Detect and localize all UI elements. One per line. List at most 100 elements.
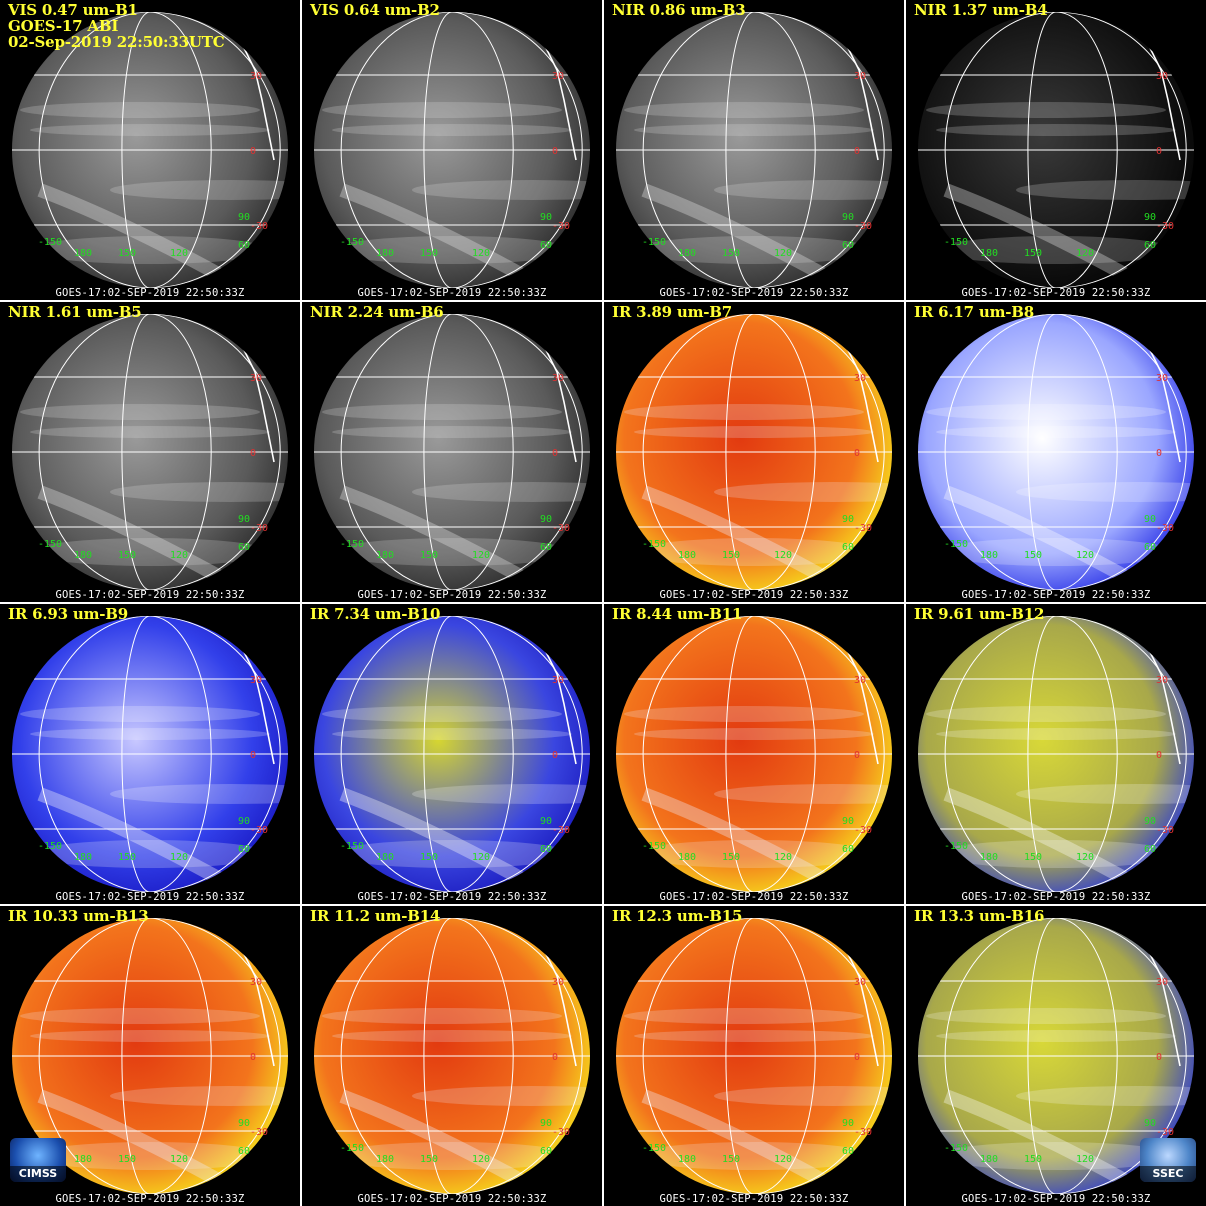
band-panel: 30 0 -30 -150 180 150 120 60 90 IR 7.34 um-B10 GOE…: [302, 604, 602, 904]
longitude-line: [753, 12, 816, 288]
longitude-line: [753, 616, 885, 892]
longitude-label: 60: [238, 542, 250, 553]
longitude-label: 180: [376, 1154, 394, 1165]
band-label: NIR 1.61 um-B5: [8, 303, 142, 321]
cloud-band: [1016, 784, 1194, 804]
longitude-label: 120: [472, 550, 490, 561]
cloud-band: [714, 784, 892, 804]
longitude-line: [340, 918, 453, 1194]
cloud-band: [624, 102, 864, 118]
cloud-band: [936, 728, 1176, 740]
timestamp: GOES-17:02-SEP-2019 22:50:33Z: [961, 1193, 1151, 1205]
cloud-band: [634, 538, 874, 566]
longitude-label: 150: [420, 550, 438, 561]
longitude-line: [1027, 314, 1057, 590]
cloud-band: [37, 485, 224, 584]
cloud-band: [37, 1089, 224, 1188]
band-label: IR 3.89 um-B7: [612, 303, 732, 321]
longitude-label: 60: [842, 240, 854, 251]
latitude-label: 0: [854, 1052, 860, 1063]
longitude-line: [725, 314, 755, 590]
longitude-line: [642, 314, 755, 590]
cloud-band: [412, 1086, 590, 1106]
band-label: IR 13.3 um-B16: [914, 907, 1045, 925]
globe-image: 30 0 -30 -150 180 150 120 60 90: [616, 12, 892, 288]
cloud-band: [322, 706, 562, 722]
band-panel: 30 0 -30 -150 180 150 120 60 90 IR 12.3 um-B15 GOE…: [604, 906, 904, 1206]
latitude-label: 0: [1156, 146, 1162, 157]
longitude-line: [1055, 918, 1187, 1194]
globe-image: 30 0 -30 -150 180 150 120 60 90: [12, 12, 288, 288]
longitude-line: [451, 616, 583, 892]
cloud-band: [37, 183, 224, 282]
longitude-line: [38, 12, 151, 288]
timestamp: GOES-17:02-SEP-2019 22:50:33Z: [357, 589, 547, 601]
latitude-label: 0: [1156, 750, 1162, 761]
longitude-line: [340, 314, 453, 590]
longitude-line: [1055, 12, 1187, 288]
longitude-label: 150: [118, 1154, 136, 1165]
longitude-label: 90: [238, 212, 250, 223]
cloud-band: [322, 404, 562, 420]
longitude-label: 90: [1144, 816, 1156, 827]
latitude-label: 30: [1156, 977, 1168, 988]
longitude-line: [1027, 616, 1057, 892]
cloud-band: [332, 236, 572, 264]
longitude-label: 60: [238, 1146, 250, 1157]
longitude-label: 60: [238, 240, 250, 251]
cloud-band: [634, 1030, 874, 1042]
band-label: NIR 2.24 um-B6: [310, 303, 444, 321]
longitude-label: 90: [540, 1118, 552, 1129]
cloud-band: [20, 102, 260, 118]
timestamp: GOES-17:02-SEP-2019 22:50:33Z: [55, 589, 245, 601]
longitude-label: -150: [38, 539, 62, 550]
globe-image: 30 0 -30 -150 180 150 120 60 90: [918, 314, 1194, 590]
longitude-label: 180: [74, 550, 92, 561]
longitude-label: 150: [722, 852, 740, 863]
longitude-label: 180: [980, 852, 998, 863]
cloud-band: [30, 1142, 270, 1170]
longitude-label: 90: [540, 816, 552, 827]
longitude-line: [451, 314, 583, 590]
cloud-band: [634, 840, 874, 868]
latitude-label: 30: [1156, 71, 1168, 82]
longitude-label: 120: [1076, 852, 1094, 863]
longitude-label: 90: [842, 816, 854, 827]
longitude-line: [451, 616, 514, 892]
longitude-label: -150: [642, 539, 666, 550]
longitude-line: [149, 616, 281, 892]
longitude-label: -150: [340, 237, 364, 248]
latitude-label: 30: [250, 373, 262, 384]
longitude-line: [423, 12, 453, 288]
latitude-label: -30: [552, 825, 570, 836]
cloud-band: [339, 485, 526, 584]
latitude-label: 30: [854, 373, 866, 384]
band-label: VIS 0.64 um-B2: [310, 1, 440, 19]
latitude-label: -30: [250, 1127, 268, 1138]
band-panel: 30 0 -30 -150 180 150 120 60 90 IR 3.89 um-B7 GOES…: [604, 302, 904, 602]
latitude-label: -30: [854, 825, 872, 836]
longitude-label: 150: [420, 852, 438, 863]
longitude-label: 60: [540, 542, 552, 553]
longitude-line: [944, 616, 1057, 892]
longitude-line: [149, 616, 212, 892]
cloud-band: [936, 1030, 1176, 1042]
latitude-label: -30: [854, 523, 872, 534]
cloud-band: [634, 426, 874, 438]
cloud-band: [936, 124, 1176, 136]
cloud-band: [936, 1142, 1176, 1170]
longitude-label: -150: [944, 237, 968, 248]
longitude-label: -150: [38, 841, 62, 852]
latitude-label: 30: [250, 675, 262, 686]
longitude-line: [642, 12, 755, 288]
latitude-label: -30: [854, 221, 872, 232]
longitude-line: [149, 918, 212, 1194]
longitude-line: [38, 918, 151, 1194]
longitude-label: 180: [980, 1154, 998, 1165]
cloud-band: [714, 1086, 892, 1106]
cloud-band: [322, 102, 562, 118]
globe-image: 30 0 -30 -150 180 150 120 60 90: [616, 314, 892, 590]
latitude-label: -30: [1156, 221, 1174, 232]
latitude-label: 0: [854, 448, 860, 459]
longitude-label: 120: [472, 248, 490, 259]
